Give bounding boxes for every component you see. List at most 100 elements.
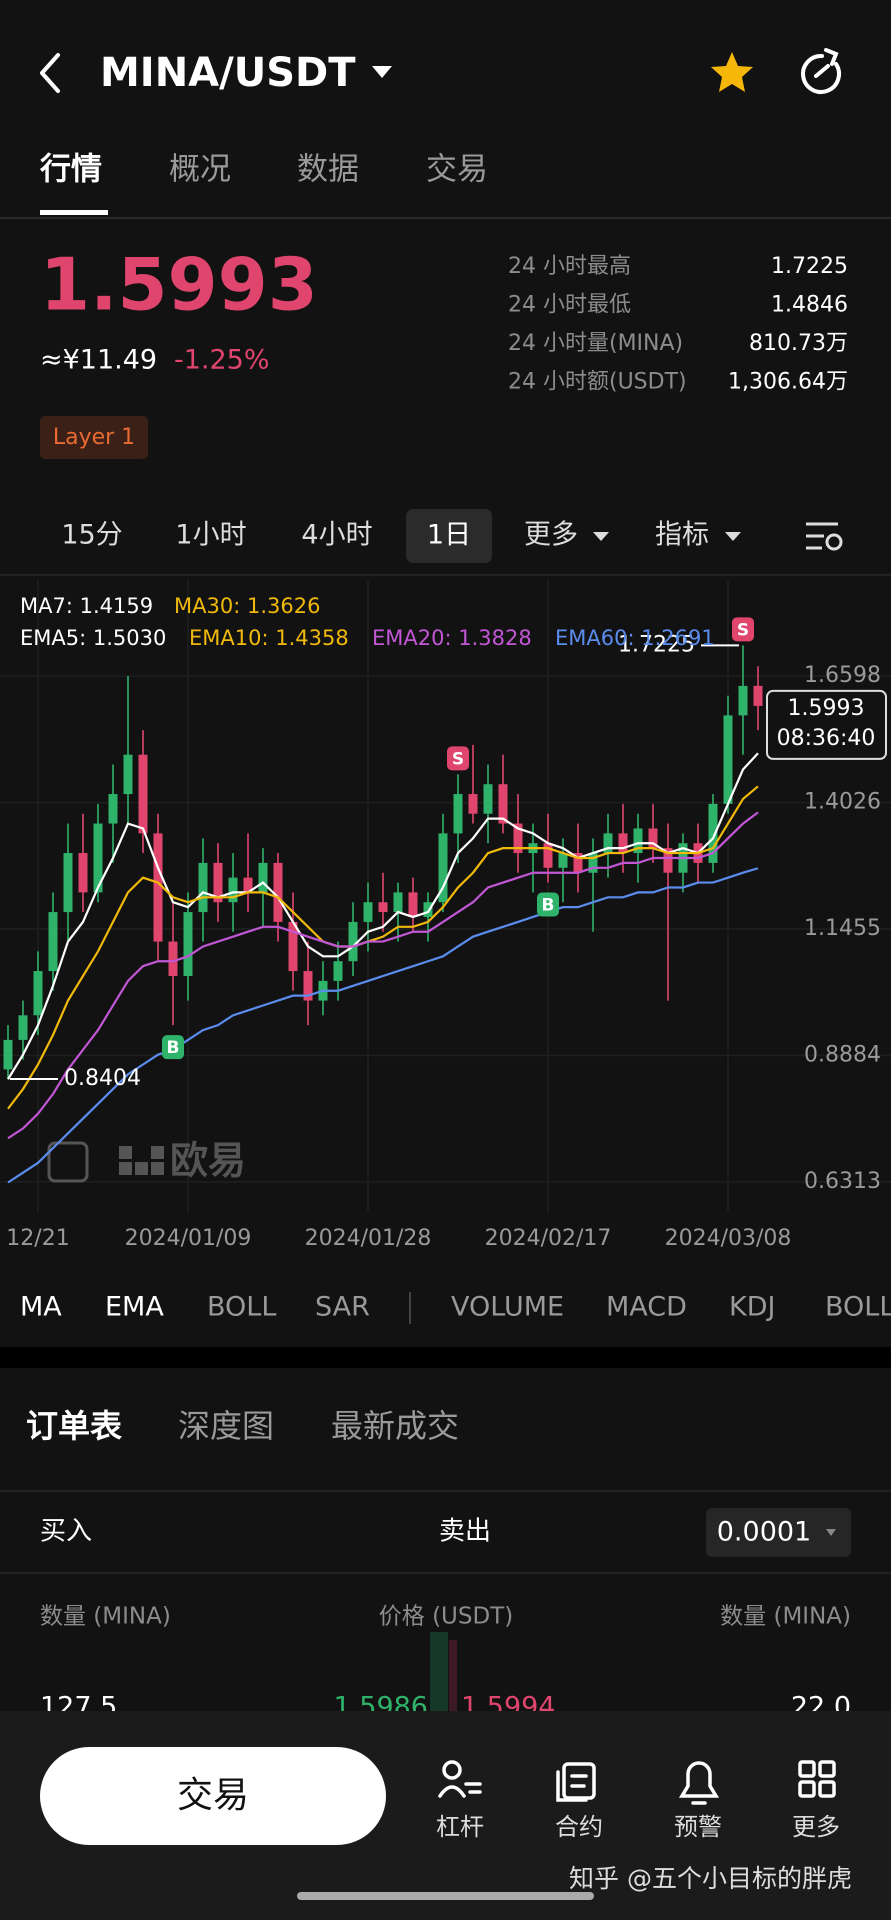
depth-bar-buy [430,1632,448,1712]
nav-label[interactable]: 预警 [674,1813,722,1841]
candle-body [258,862,268,893]
indicator-line [7,785,759,1110]
order-tab[interactable]: 最新成交 [331,1407,459,1445]
interval[interactable]: 15分 [61,520,122,551]
indicator-tab[interactable]: SAR [315,1292,370,1323]
signal-badge [162,1035,184,1060]
indicator-tab[interactable]: BOLL [825,1292,891,1323]
y-tick-label: 1.6598 [804,663,881,688]
candle-body [408,892,418,917]
stat-label: 24 小时额(USDT) [508,370,687,395]
stat-label: 24 小时量(MINA) [508,331,683,356]
dropdown-arrow [725,532,741,541]
precision-value[interactable]: 0.0001 [717,1517,811,1548]
stat-value: 1,306.64万 [728,370,848,395]
interval[interactable]: 指标 [655,520,709,551]
order-tab[interactable]: 深度图 [178,1407,274,1445]
nav-label[interactable]: 更多 [792,1813,840,1841]
stats-panel: 24 小时最高 1.7225 24 小时最低 1.4846 24 小时量(MINA) 81… [508,254,848,395]
candle-body [48,912,58,972]
x-tick-label: 12/21 [6,1226,69,1251]
candle-body [108,794,118,824]
interval-active-bg [406,509,492,563]
candle-body [153,833,163,942]
indicator-tab[interactable]: BOLL [207,1292,276,1323]
indicator-line [7,811,759,1140]
candle-body [3,1039,13,1070]
logo-block [119,1146,132,1159]
legend-entry: MA30: 1.3626 [174,594,320,618]
candle-body [198,862,208,913]
y-tick-label: 0.6313 [804,1169,881,1194]
logo-block [151,1162,164,1175]
candle-body [423,902,433,917]
favorite-star[interactable] [711,52,753,92]
nav-icons [438,1760,836,1805]
logo-block [135,1162,148,1175]
candle-body [543,843,553,868]
tab[interactable]: 概况 [169,152,231,188]
candle-body [498,784,508,824]
candle-body [483,784,493,814]
interval[interactable]: 1日 [427,520,471,551]
candle-body [63,853,73,913]
pair-dropdown[interactable] [372,66,392,78]
indicator-tab[interactable]: EMA [105,1292,164,1323]
tab-underline [40,210,108,215]
candle-body [363,902,373,922]
tab-bar: 行情 概况 数据 交易 [39,152,488,215]
signal-label: B [167,1038,180,1058]
candle-body [288,921,298,972]
tab[interactable]: 行情 [39,152,102,188]
signal-label: S [737,620,749,640]
low-mark-label: 0.8404 [64,1066,141,1091]
logo-block [151,1146,164,1159]
interval[interactable]: 更多 [524,520,578,551]
candle-body [513,823,523,854]
stat-value: 1.7225 [771,254,848,279]
indicator-bar: MA EMA BOLL SAR VOLUME MACD KDJ BOLL [20,1292,891,1323]
buy-header: 买入 [40,1517,92,1547]
candle-body [453,794,463,834]
dropdown-arrow [826,1529,836,1536]
interval[interactable]: 4小时 [301,520,372,551]
candle-body [663,848,673,873]
tag-label: Layer 1 [53,425,135,450]
tab[interactable]: 交易 [426,152,488,188]
cny-price: ≈¥11.49 [40,345,157,376]
tab[interactable]: 数据 [297,152,359,188]
candle-body [123,754,133,795]
precision-dropdown[interactable] [706,1508,851,1557]
pair-title[interactable]: MINA/USDT [100,50,356,96]
candle-body [18,1015,28,1040]
signal-badge [537,892,559,917]
home-indicator [297,1892,594,1900]
y-tick-label: 1.4026 [804,790,881,815]
indicator-tab[interactable]: MACD [606,1292,687,1323]
order-tab[interactable]: 订单表 [26,1407,122,1445]
stat-label: 24 小时最低 [508,293,631,318]
candle-body [33,971,43,1016]
legend-entry: EMA10: 1.4358 [189,626,349,650]
share-button[interactable] [801,48,842,94]
nav-label[interactable]: 合约 [555,1813,603,1841]
nav-label[interactable]: 杠杆 [436,1813,484,1841]
indicator-tab[interactable]: VOLUME [451,1292,564,1323]
chart-settings-button[interactable] [806,522,843,551]
back-button[interactable] [40,53,60,93]
candle-body [333,961,343,981]
indicator-tab[interactable]: MA [20,1292,62,1323]
trade-button-label[interactable]: 交易 [177,1775,249,1816]
candle-body [273,862,283,922]
trade-button[interactable] [40,1747,386,1845]
x-tick-label: 2024/03/08 [665,1226,792,1251]
last-price: 1.5993 [40,243,318,327]
y-tick-label: 0.8884 [804,1042,881,1067]
indicator-tab[interactable]: KDJ [729,1292,775,1323]
interval[interactable]: 1小时 [175,520,246,551]
candle-body [213,862,223,903]
candle-body [78,853,88,893]
